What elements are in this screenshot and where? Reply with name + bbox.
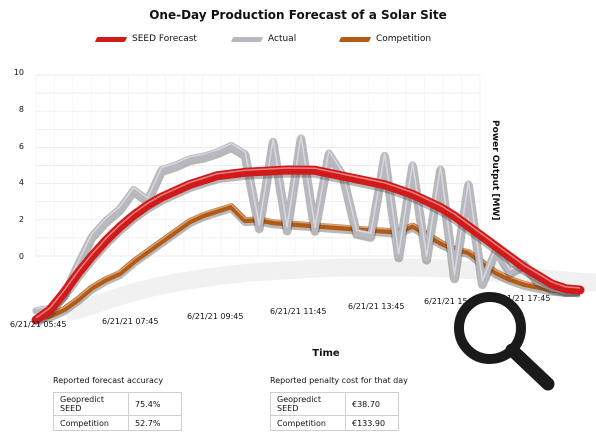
magnifier-icon[interactable] <box>448 288 560 392</box>
table-cell-value: 52.7% <box>128 415 182 431</box>
table-row: Geopredict SEED €38.70 <box>270 392 399 416</box>
accuracy-table: Reported forecast accuracy Geopredict SE… <box>53 376 182 431</box>
x-tick-label: 6/21/21 13:45 <box>348 302 405 311</box>
penalty-table-title: Reported penalty cost for that day <box>270 376 408 385</box>
x-tick-label: 6/21/21 17:45 <box>494 294 551 303</box>
table-cell-value: €133.90 <box>345 415 399 431</box>
table-cell-label: Geopredict SEED <box>270 392 346 416</box>
legend-label-actual: Actual <box>268 34 297 44</box>
y-tick-label: 6 <box>18 142 24 151</box>
series-highlight <box>35 135 581 310</box>
series-line <box>31 165 585 325</box>
legend-label-seed: SEED Forecast <box>132 34 197 44</box>
y-tick-label: 4 <box>18 178 24 187</box>
x-axis-label: Time <box>312 348 340 359</box>
y-tick-label: 10 <box>13 68 24 77</box>
table-cell-label: Competition <box>53 415 129 431</box>
penalty-table: Reported penalty cost for that day Geopr… <box>270 376 408 431</box>
table-cell-label: Geopredict SEED <box>53 392 129 416</box>
accuracy-table-title: Reported forecast accuracy <box>53 376 164 385</box>
legend-item-seed: SEED Forecast <box>94 34 197 44</box>
table-cell-value: 75.4% <box>128 392 182 416</box>
chart-title: One-Day Production Forecast of a Solar S… <box>149 8 447 22</box>
series-line <box>32 134 584 315</box>
y-tick-label: 8 <box>18 105 24 114</box>
x-tick-label: 6/21/21 07:45 <box>102 317 159 326</box>
series-highlight <box>35 167 581 319</box>
x-tick-label: 6/21/21 09:45 <box>187 312 244 321</box>
x-tick-label: 6/21/21 05:45 <box>10 320 67 329</box>
y-axis-label: Power Output [MW] <box>490 120 500 221</box>
y-tick-label: 2 <box>18 215 24 224</box>
table-row: Competition 52.7% <box>53 415 182 431</box>
series-actual <box>32 134 584 318</box>
y-tick-label: 0 <box>18 252 24 261</box>
table-row: Competition €133.90 <box>270 415 399 431</box>
legend-item-competition: Competition <box>338 34 432 44</box>
legend-item-actual: Actual <box>230 34 297 44</box>
series-seed-forecast <box>31 165 585 327</box>
x-tick-label: 6/21/21 11:45 <box>270 307 327 316</box>
table-cell-label: Competition <box>270 415 346 431</box>
table-cell-value: €38.70 <box>345 392 399 416</box>
table-row: Geopredict SEED 75.4% <box>53 392 182 416</box>
series-shadow <box>64 258 596 321</box>
legend-label-competition: Competition <box>376 34 432 44</box>
x-tick-label: 6/21/21 15:45 <box>424 297 481 306</box>
